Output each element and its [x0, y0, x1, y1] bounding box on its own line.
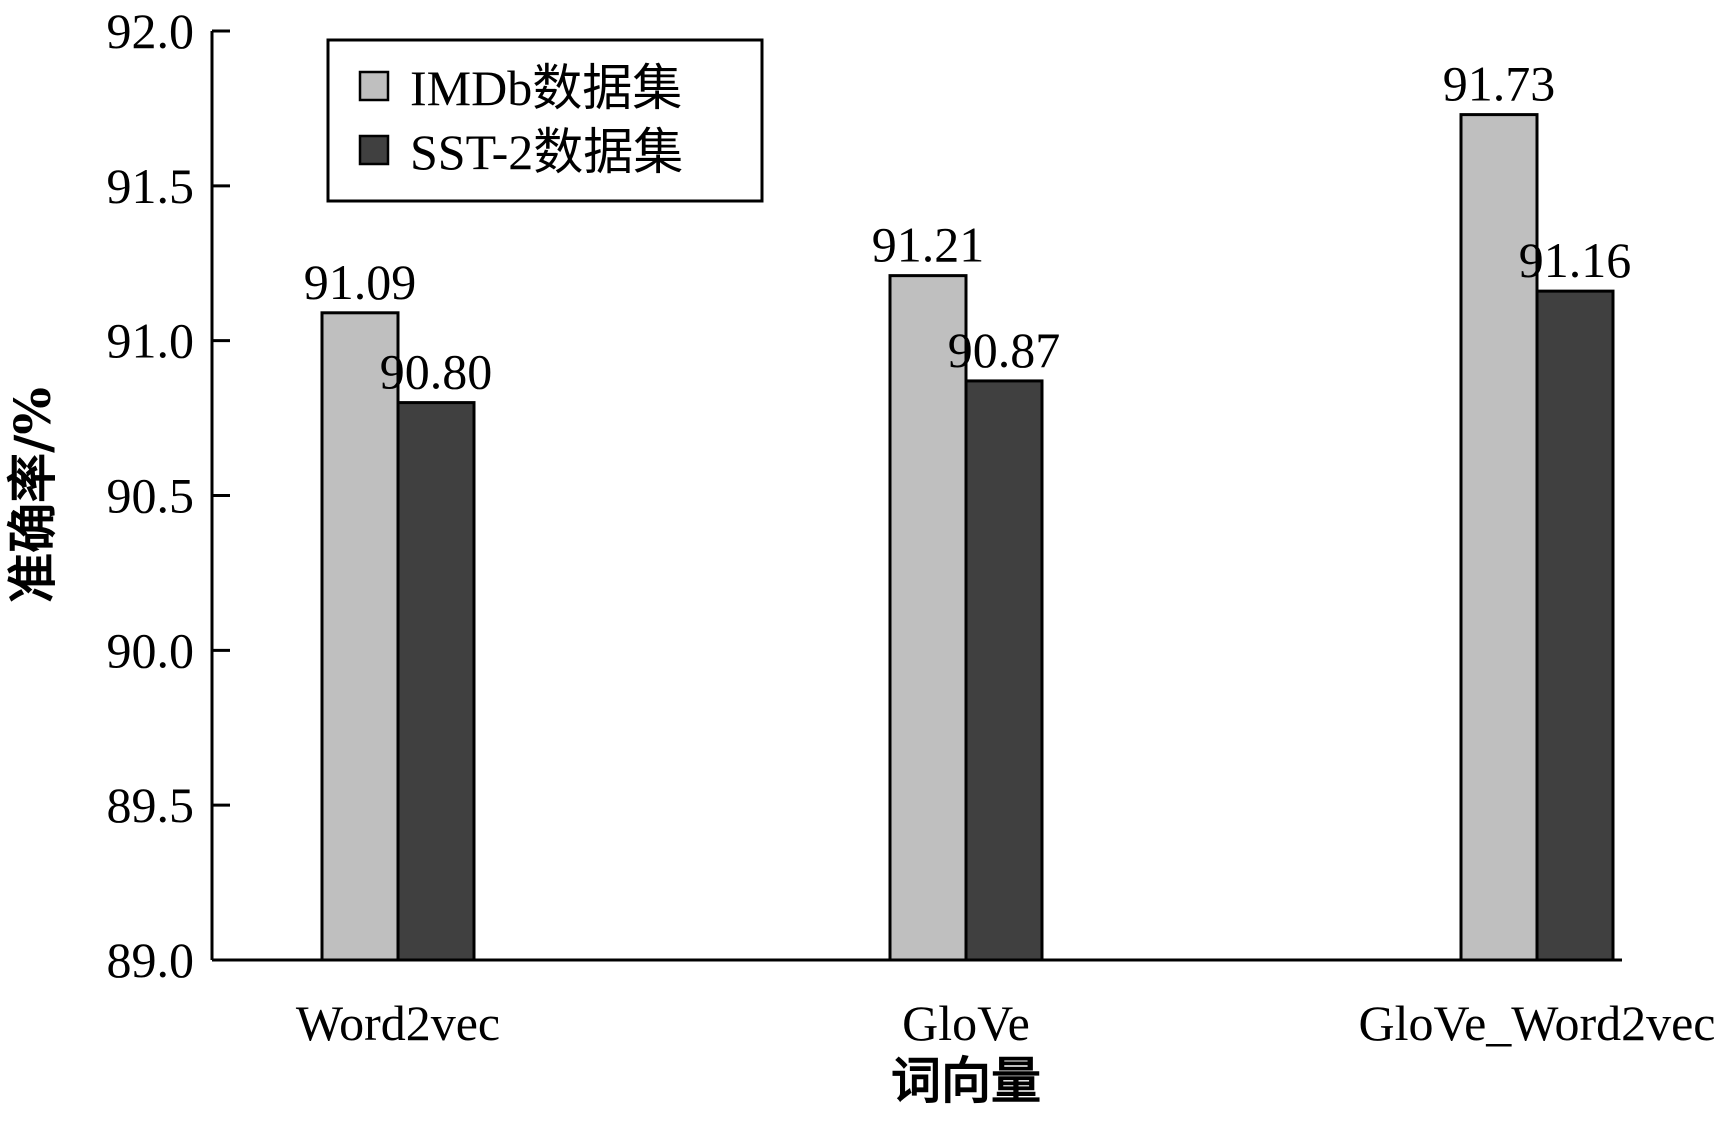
y-axis-title: 准确率/%	[3, 387, 62, 603]
data-label-imdb-1: 91.21	[872, 217, 985, 273]
legend-swatch-imdb	[358, 70, 390, 102]
legend-box	[326, 38, 764, 203]
bar-imdb-0	[320, 311, 400, 962]
legend-label-sst2: SST-2数据集	[410, 124, 683, 180]
x-axis-title: 词向量	[891, 1051, 1041, 1110]
y-tick-label: 89.5	[107, 777, 195, 833]
y-tick-label: 90.5	[107, 468, 195, 524]
bar-sst2-2	[1535, 289, 1615, 962]
y-tick-label: 91.0	[107, 313, 195, 369]
legend-swatch-sst2	[358, 134, 390, 166]
x-tick-label: Word2vec	[296, 995, 500, 1051]
y-tick-label: 89.0	[107, 932, 195, 988]
legend: IMDb数据集 SST-2数据集	[326, 38, 764, 203]
bar-sst2-1	[964, 379, 1044, 962]
data-label-sst2-0: 90.80	[380, 344, 493, 400]
y-tick-label: 91.5	[107, 158, 195, 214]
y-axis-ticks: 89.0 89.5 90.0 90.5 91.0 91.5 92.0	[107, 3, 230, 988]
data-label-imdb-0: 91.09	[304, 254, 417, 310]
x-tick-label: GloVe	[902, 995, 1030, 1051]
legend-label-imdb: IMDb数据集	[410, 60, 682, 116]
y-tick-label: 90.0	[107, 622, 195, 678]
data-label-sst2-2: 91.16	[1519, 232, 1632, 288]
bar-imdb-1	[888, 274, 968, 962]
x-axis-tick-labels: Word2vec GloVe GloVe_Word2vec	[296, 995, 1716, 1051]
bar-imdb-2	[1459, 113, 1539, 962]
data-label-sst2-1: 90.87	[948, 322, 1061, 378]
bar-sst2-0	[396, 401, 476, 962]
data-label-imdb-2: 91.73	[1443, 56, 1556, 112]
bars	[320, 113, 1615, 962]
x-tick-label: GloVe_Word2vec	[1359, 995, 1716, 1051]
data-labels: 91.09 90.80 91.21 90.87 91.73 91.16	[304, 56, 1632, 400]
y-tick-label: 92.0	[107, 3, 195, 59]
